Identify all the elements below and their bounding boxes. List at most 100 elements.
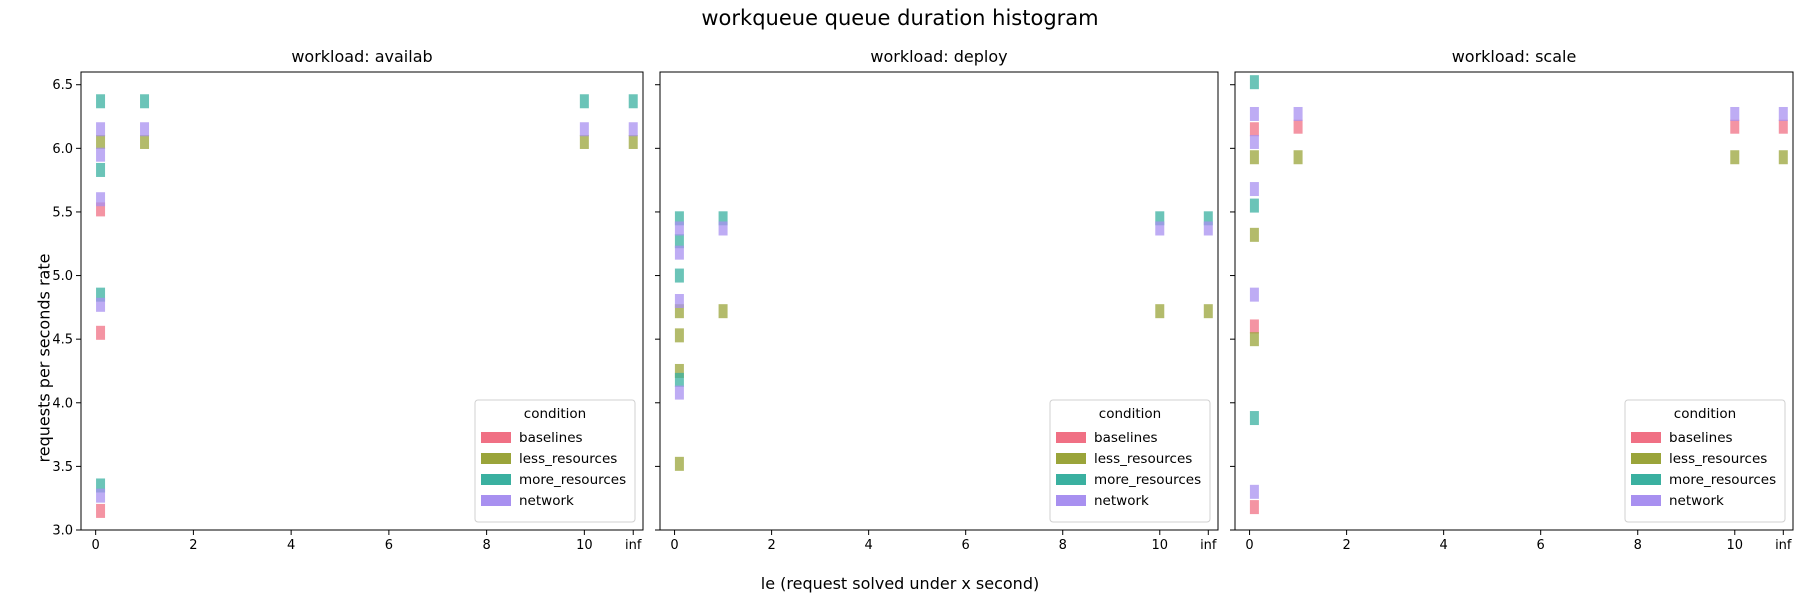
histogram-cell (1249, 106, 1259, 121)
histogram-cell (674, 245, 684, 260)
histogram-cell (96, 202, 106, 217)
x-tick-label: 8 (1634, 538, 1642, 553)
x-tick-label: 0 (1245, 538, 1253, 553)
legend-label: more_resources (1669, 472, 1776, 488)
histogram-cell (1249, 182, 1259, 197)
histogram-cell (1778, 119, 1788, 134)
histogram-cell (1249, 198, 1259, 213)
histogram-cell (674, 304, 684, 319)
x-tick-label: 4 (865, 538, 873, 553)
x-tick-label: 8 (482, 538, 490, 553)
legend-box (474, 399, 636, 523)
x-tick-label: 10 (576, 538, 593, 553)
legend-title: condition (524, 406, 586, 422)
legend-title: condition (1099, 406, 1161, 422)
histogram-cell (674, 328, 684, 343)
histogram-cell (140, 94, 150, 109)
histogram-cell (96, 297, 106, 312)
x-tick-label: inf (1775, 538, 1792, 553)
plot-frame (659, 71, 1219, 531)
histogram-cell (1203, 221, 1213, 236)
histogram-cell (579, 94, 589, 109)
legend-label: less_resources (1094, 451, 1192, 467)
legend-label: network (1094, 493, 1149, 509)
panel-title: workload: scale (1452, 47, 1577, 66)
histogram-cell (1155, 221, 1165, 236)
legend-swatch (481, 474, 511, 485)
legend: condition baselines less_resources more_res… (1049, 399, 1211, 523)
x-axis-label: le (request solved under x second) (760, 574, 1040, 593)
histogram-cell (1730, 106, 1740, 121)
histogram-cell (674, 211, 684, 226)
legend-swatch (1056, 432, 1086, 443)
legend-label: baselines (519, 430, 583, 446)
histogram-cell (96, 162, 106, 177)
histogram-cell (1730, 150, 1740, 165)
y-tick-label: 3.5 (52, 460, 73, 475)
panel-title: workload: availab (291, 47, 432, 66)
histogram-cell (96, 94, 106, 109)
histogram-cell (628, 94, 638, 109)
x-tick-label: inf (1200, 538, 1217, 553)
legend-label: less_resources (1669, 451, 1767, 467)
histogram-cell (1730, 119, 1740, 134)
legend-swatch (481, 432, 511, 443)
x-tick-label: 4 (1440, 538, 1448, 553)
x-tick-label: 10 (1152, 538, 1169, 553)
y-tick-label: 4.5 (52, 333, 73, 348)
legend-swatch (481, 453, 511, 464)
histogram-cell (140, 122, 150, 137)
histogram-cell (96, 122, 106, 137)
legend-label: network (1669, 493, 1724, 509)
y-tick-label: 5.5 (52, 205, 73, 220)
histogram-cell (1293, 150, 1303, 165)
x-tick-label: 6 (962, 538, 970, 553)
histogram-cell (96, 478, 106, 493)
figure-title: workqueue queue duration histogram (701, 6, 1099, 30)
legend-swatch (1631, 453, 1661, 464)
histogram-cell (96, 147, 106, 162)
x-tick-label: inf (625, 538, 642, 553)
x-tick-label: 10 (1727, 538, 1744, 553)
histogram-cell (1249, 150, 1259, 165)
histogram-cell (96, 325, 106, 340)
histogram-cell (674, 268, 684, 283)
histogram-cell (674, 363, 684, 378)
y-tick-label: 5.0 (52, 269, 73, 284)
legend-title: condition (1674, 406, 1736, 422)
legend-swatch (1056, 474, 1086, 485)
legend-swatch (1056, 495, 1086, 506)
histogram-cell (1249, 122, 1259, 137)
histogram-cell (1249, 287, 1259, 302)
histogram-cell (1249, 319, 1259, 334)
y-tick-label: 6.0 (52, 142, 73, 157)
x-tick-label: 6 (1537, 538, 1545, 553)
x-tick-label: 8 (1059, 538, 1067, 553)
histogram-cell (718, 211, 728, 226)
histogram-cell (628, 134, 638, 149)
x-tick-label: 2 (1342, 538, 1350, 553)
histogram-cell (674, 221, 684, 236)
panel-3: workload: scale 0 2 4 6 8 10 inf condition baseli… (1230, 47, 1794, 553)
histogram-cell (1293, 106, 1303, 121)
x-tick-label: 4 (287, 538, 295, 553)
y-tick-label: 4.0 (52, 396, 73, 411)
histogram-cell (96, 503, 106, 518)
histogram-cell (96, 134, 106, 149)
histogram-cell (1249, 227, 1259, 242)
histogram-cell (96, 192, 106, 207)
legend: condition baselines less_resources more_res… (1624, 399, 1786, 523)
legend-swatch (1631, 474, 1661, 485)
histogram-cell (718, 304, 728, 319)
histogram-cell (1203, 304, 1213, 319)
legend-box (1624, 399, 1786, 523)
legend-label: network (519, 493, 574, 509)
histogram-cell (1249, 75, 1259, 90)
x-tick-label: 2 (767, 538, 775, 553)
x-tick-label: 0 (92, 538, 100, 553)
x-tick-label: 0 (670, 538, 678, 553)
histogram-cell (1249, 411, 1259, 426)
histogram-cell (1155, 304, 1165, 319)
histogram-cell (579, 134, 589, 149)
